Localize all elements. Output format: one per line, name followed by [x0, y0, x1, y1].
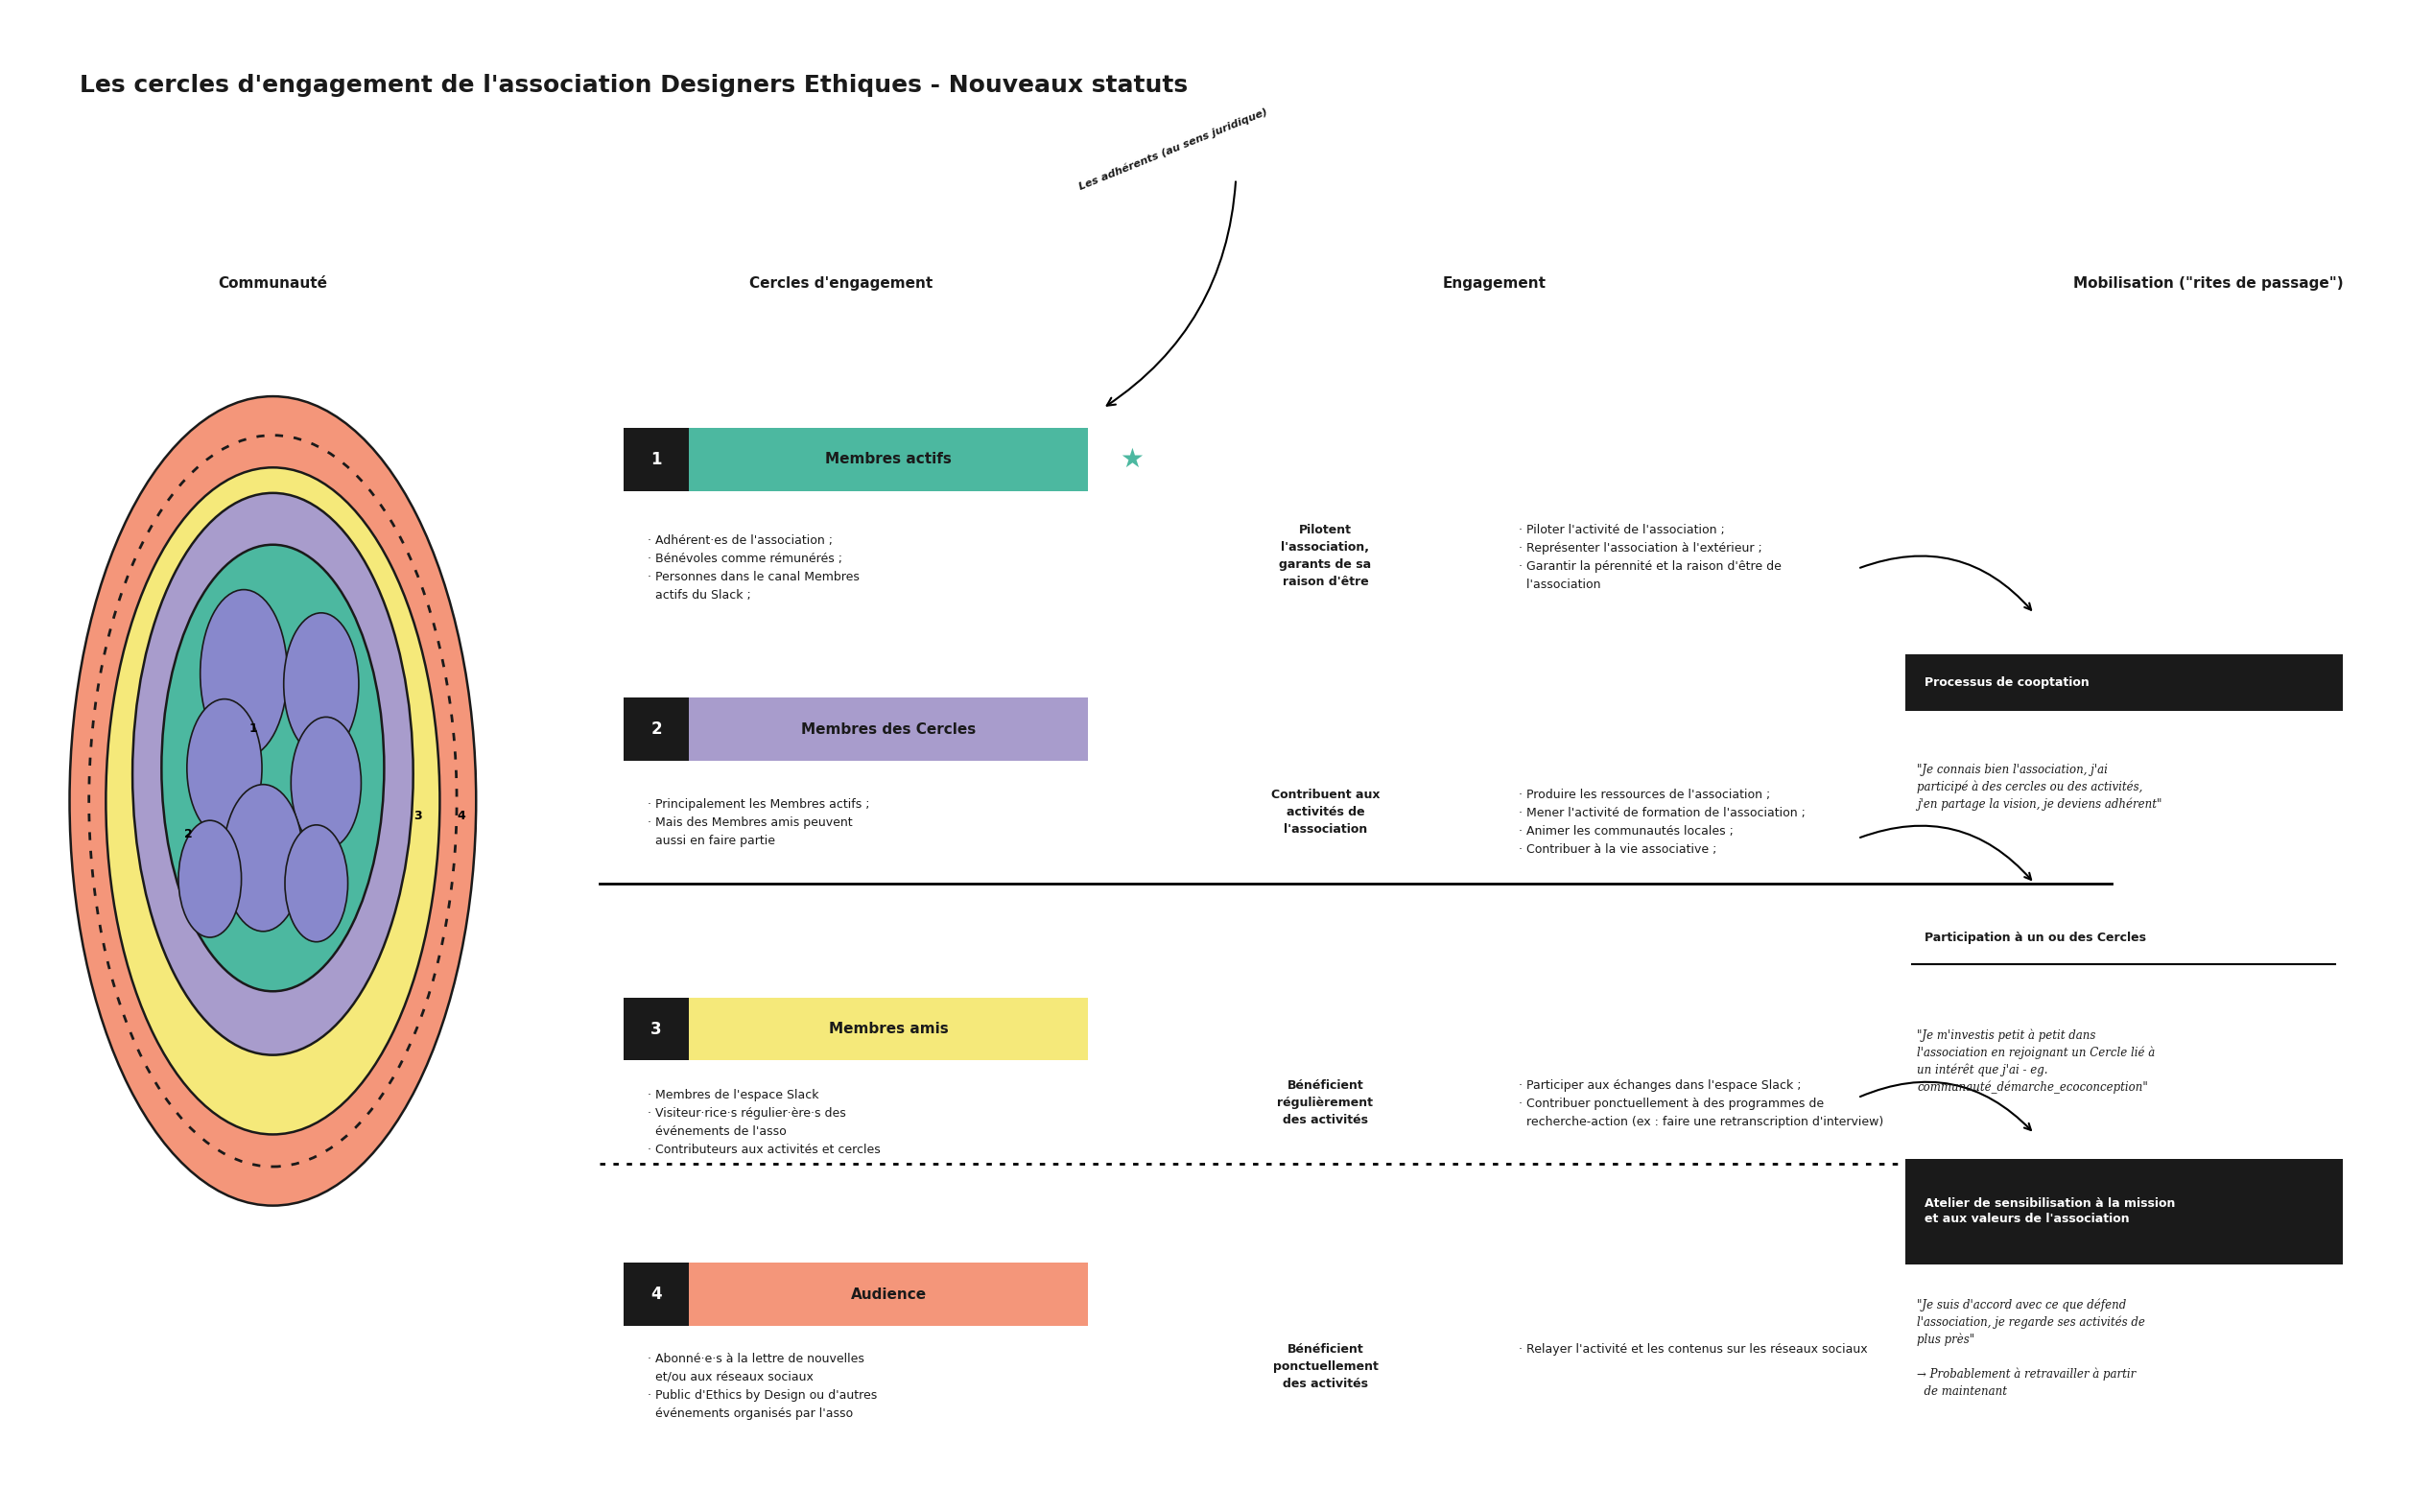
Text: · Piloter l'activité de l'association ;
· Représenter l'association à l'extérieu: · Piloter l'activité de l'association ; …	[1518, 523, 1781, 591]
Text: 3: 3	[650, 1021, 662, 1037]
Text: Participation à un ou des Cercles: Participation à un ou des Cercles	[1925, 931, 2146, 943]
Ellipse shape	[285, 826, 348, 942]
Text: Atelier de sensibilisation à la mission
et aux valeurs de l'association: Atelier de sensibilisation à la mission …	[1925, 1198, 2175, 1226]
FancyBboxPatch shape	[689, 697, 1088, 761]
Text: "Je m'investis petit à petit dans
l'association en rejoignant un Cercle lié à
un: "Je m'investis petit à petit dans l'asso…	[1917, 1028, 2156, 1095]
Text: Membres amis: Membres amis	[830, 1022, 949, 1036]
Text: Membres des Cercles: Membres des Cercles	[800, 723, 976, 736]
Ellipse shape	[71, 396, 477, 1205]
Ellipse shape	[224, 785, 304, 931]
FancyBboxPatch shape	[623, 1263, 689, 1326]
Text: 3: 3	[414, 810, 423, 823]
Text: · Adhérent·es de l'association ;
· Bénévoles comme rémunérés ;
· Personnes dans : · Adhérent·es de l'association ; · Bénév…	[647, 534, 859, 602]
Text: Mobilisation ("rites de passage"): Mobilisation ("rites de passage")	[2073, 277, 2343, 290]
Text: · Principalement les Membres actifs ;
· Mais des Membres amis peuvent
  aussi en: · Principalement les Membres actifs ; · …	[647, 798, 871, 847]
Text: Les cercles d'engagement de l'association Designers Ethiques - Nouveaux statuts: Les cercles d'engagement de l'associatio…	[80, 74, 1187, 97]
Text: "Je connais bien l'association, j'ai
participé à des cercles ou des activités,
j: "Je connais bien l'association, j'ai par…	[1917, 764, 2163, 810]
Text: Les adhérents (au sens juridique): Les adhérents (au sens juridique)	[1078, 106, 1268, 192]
Text: Cercles d'engagement: Cercles d'engagement	[749, 277, 934, 290]
Text: ★: ★	[1119, 446, 1144, 473]
Text: 4: 4	[650, 1285, 662, 1303]
Text: Communauté: Communauté	[219, 277, 328, 290]
Text: "Je suis d'accord avec ce que défend
l'association, je regarde ses activités de
: "Je suis d'accord avec ce que défend l'a…	[1917, 1299, 2146, 1397]
Ellipse shape	[161, 544, 384, 992]
Text: Membres actifs: Membres actifs	[825, 452, 951, 467]
Ellipse shape	[131, 493, 414, 1055]
Text: 2: 2	[650, 721, 662, 738]
Text: · Membres de l'espace Slack
· Visiteur·rice·s régulier·ère·s des
  événements de: · Membres de l'espace Slack · Visiteur·r…	[647, 1089, 881, 1155]
FancyBboxPatch shape	[623, 998, 689, 1060]
FancyBboxPatch shape	[1905, 1160, 2343, 1264]
Text: Contribuent aux
activités de
l'association: Contribuent aux activités de l'associati…	[1270, 789, 1380, 836]
FancyBboxPatch shape	[1905, 655, 2343, 711]
Text: Processus de cooptation: Processus de cooptation	[1925, 676, 2090, 689]
Text: 4: 4	[457, 810, 465, 823]
Ellipse shape	[178, 821, 241, 937]
Text: 1: 1	[652, 451, 662, 469]
FancyBboxPatch shape	[623, 697, 689, 761]
Text: · Abonné·e·s à la lettre de nouvelles
  et/ou aux réseaux sociaux
· Public d'Eth: · Abonné·e·s à la lettre de nouvelles et…	[647, 1352, 878, 1420]
Text: Audience: Audience	[852, 1287, 927, 1302]
FancyArrowPatch shape	[1107, 181, 1236, 405]
FancyArrowPatch shape	[1861, 556, 2032, 609]
Text: · Participer aux échanges dans l'espace Slack ;
· Contribuer ponctuellement à de: · Participer aux échanges dans l'espace …	[1518, 1080, 1883, 1128]
FancyBboxPatch shape	[689, 998, 1088, 1060]
Ellipse shape	[292, 717, 360, 848]
Text: Bénéficient
ponctuellement
des activités: Bénéficient ponctuellement des activités	[1272, 1344, 1377, 1391]
Text: Bénéficient
régulièrement
des activités: Bénéficient régulièrement des activités	[1277, 1080, 1372, 1126]
Text: 2: 2	[185, 827, 192, 841]
Ellipse shape	[187, 699, 263, 838]
FancyBboxPatch shape	[689, 428, 1088, 491]
Text: Pilotent
l'association,
garants de sa
raison d'être: Pilotent l'association, garants de sa ra…	[1280, 523, 1372, 588]
FancyArrowPatch shape	[1861, 826, 2032, 880]
FancyBboxPatch shape	[1905, 909, 2343, 966]
Text: Engagement: Engagement	[1443, 277, 1547, 290]
Text: 1: 1	[248, 723, 258, 735]
Text: · Relayer l'activité et les contenus sur les réseaux sociaux: · Relayer l'activité et les contenus sur…	[1518, 1344, 1869, 1356]
Ellipse shape	[200, 590, 287, 758]
FancyBboxPatch shape	[689, 1263, 1088, 1326]
Text: · Produire les ressources de l'association ;
· Mener l'activité de formation de : · Produire les ressources de l'associati…	[1518, 789, 1805, 856]
FancyArrowPatch shape	[1861, 1083, 2032, 1129]
Ellipse shape	[285, 612, 358, 756]
Ellipse shape	[107, 467, 440, 1134]
FancyBboxPatch shape	[623, 428, 689, 491]
